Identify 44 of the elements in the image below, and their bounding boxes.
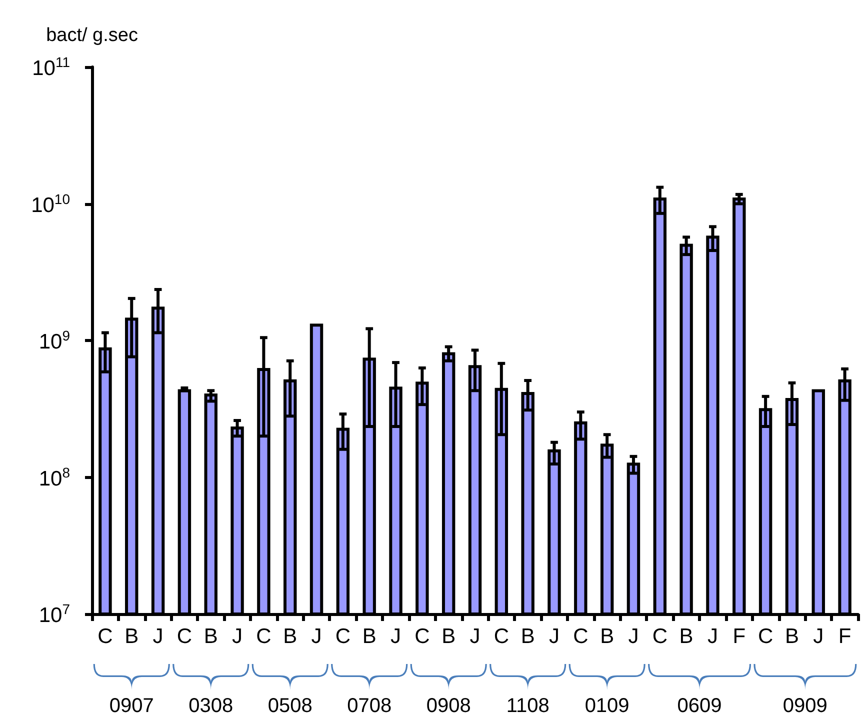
x-tick-label: B: [204, 625, 218, 648]
y-tick-label: 10$^{9}$: [38, 328, 70, 354]
x-tick-label: F: [732, 625, 746, 648]
x-tick-label: C: [256, 625, 272, 648]
x-tick-label: C: [494, 625, 509, 648]
text: 0109: [584, 695, 630, 717]
x-tick-label: J: [628, 625, 639, 648]
text: 0308: [188, 695, 234, 717]
x-tick-label: J: [152, 625, 164, 648]
text: 0609: [677, 695, 722, 717]
x-tick-label: C: [758, 625, 774, 648]
text: 0908: [426, 695, 471, 717]
x-tick-label: C: [335, 625, 351, 648]
x-tick-label: B: [600, 625, 614, 648]
x-tick-label: B: [520, 625, 535, 648]
x-tick-label: B: [784, 625, 799, 648]
x-tick-label: J: [311, 625, 322, 648]
x-tick-label: J: [390, 625, 402, 648]
text: 0708: [347, 695, 392, 717]
text: 0508: [268, 695, 312, 717]
text: 1108: [506, 695, 550, 717]
text: 0907: [109, 695, 154, 717]
y-axis-title: bact/ g.sec: [46, 25, 138, 46]
x-tick-label: B: [283, 625, 298, 648]
x-tick-label: C: [652, 625, 668, 648]
y-tick-label: 10$^{8}$: [38, 464, 70, 490]
x-tick-label: J: [470, 625, 480, 648]
x-tick-label: B: [362, 625, 376, 648]
text: 0909: [782, 695, 828, 717]
x-tick-label: C: [98, 625, 113, 648]
x-tick-label: J: [707, 625, 718, 648]
x-tick-label: J: [813, 625, 824, 648]
x-tick-label: J: [548, 625, 560, 648]
x-tick-label: C: [414, 625, 430, 648]
x-tick-label: J: [232, 625, 243, 648]
x-tick-label: B: [124, 625, 139, 648]
x-tick-label: C: [176, 625, 192, 648]
x-tick-label: F: [838, 625, 852, 648]
y-tick-label: 10$^{10}$: [31, 190, 70, 217]
x-tick-label: B: [679, 625, 694, 648]
y-tick-label: 10$^{7}$: [38, 601, 70, 627]
x-tick-label: B: [442, 625, 456, 648]
y-tick-label: 10$^{11}$: [32, 54, 70, 80]
x-tick-label: C: [573, 625, 588, 648]
